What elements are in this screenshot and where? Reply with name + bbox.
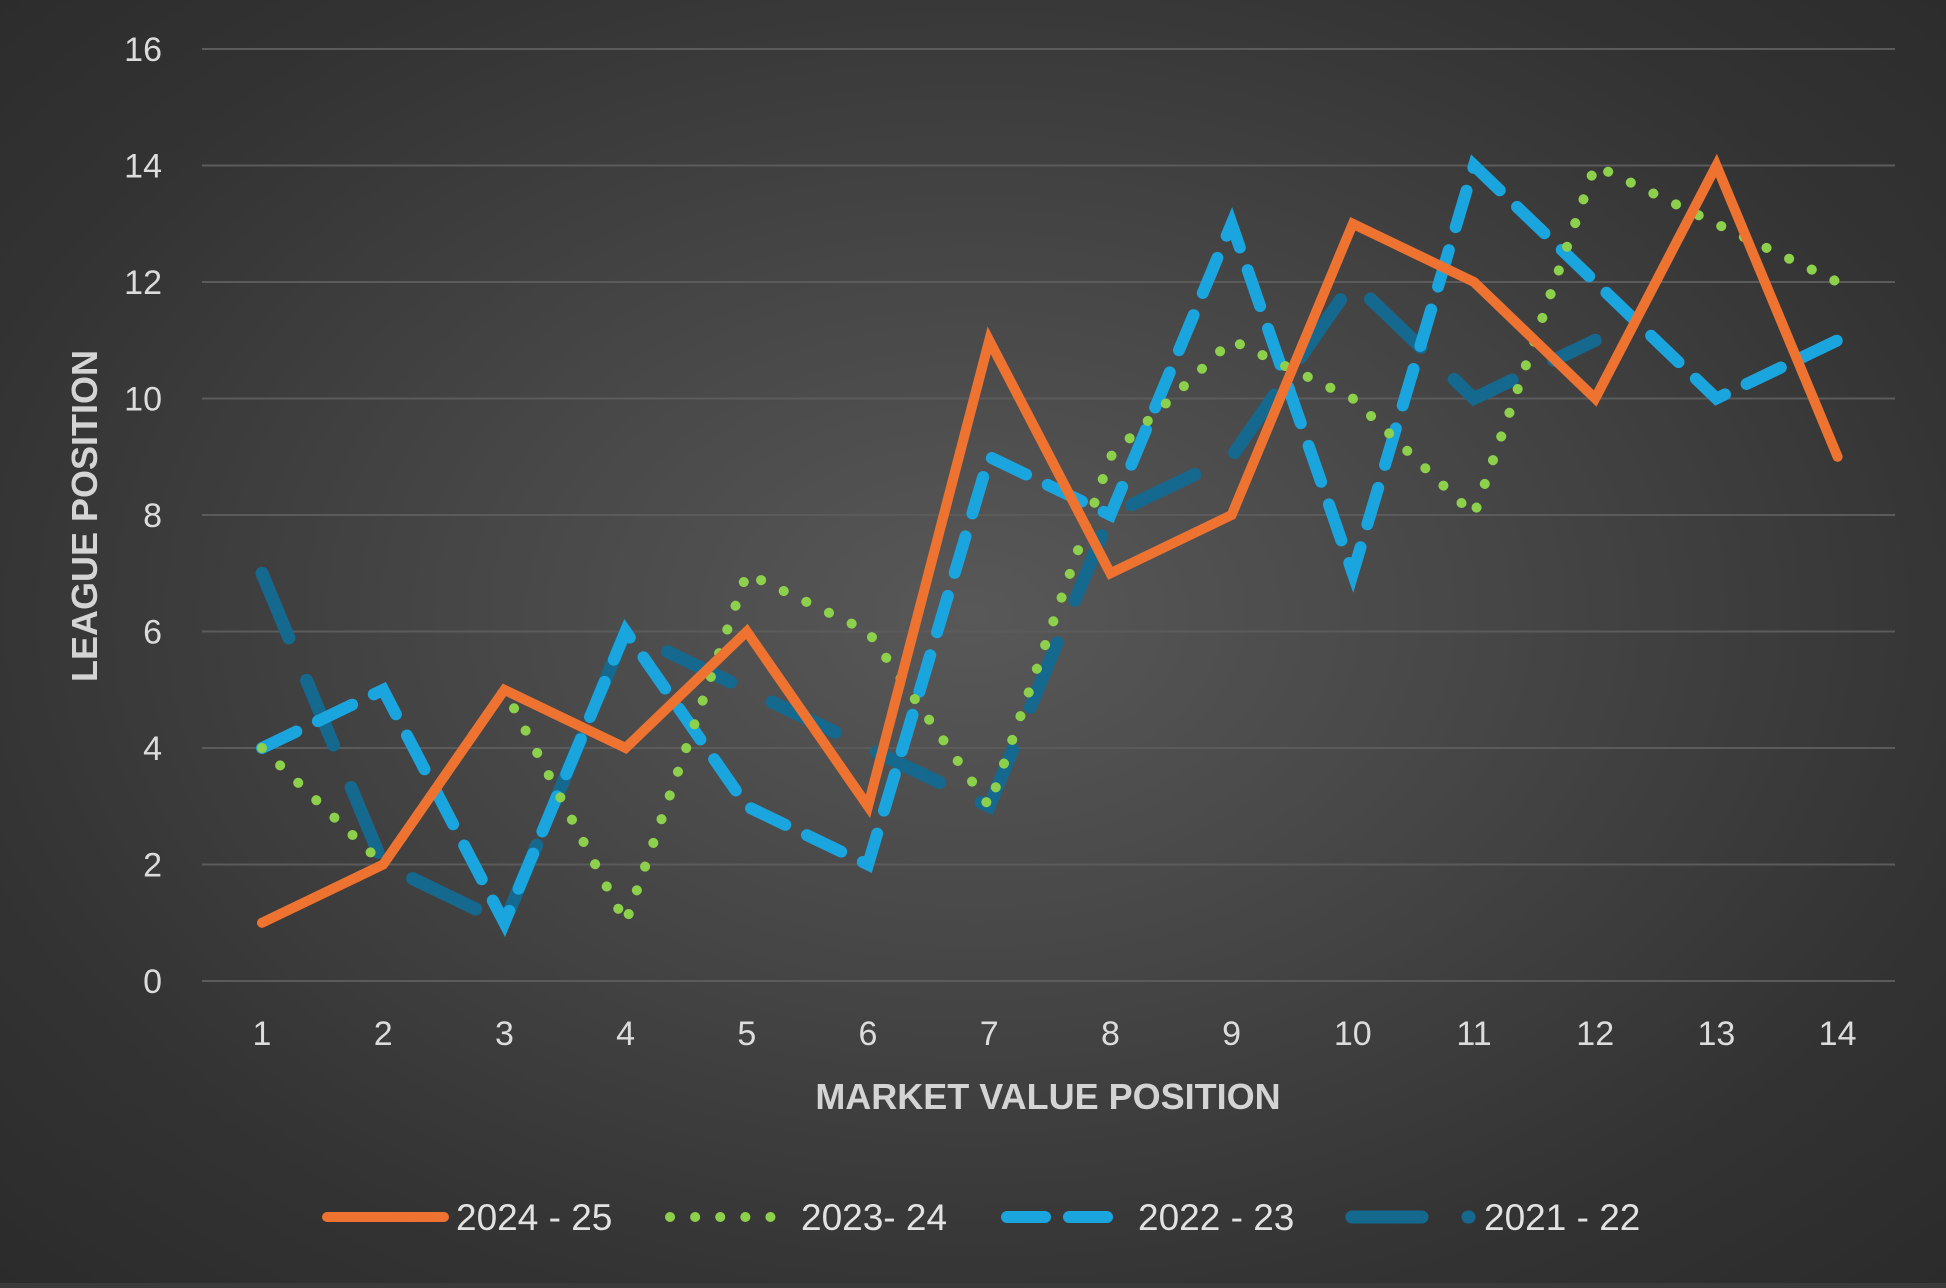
y-axis-title: LEAGUE POSITION [64, 350, 105, 682]
legend: 2024 - 25 2023- 24 2022 - 23 2021 - 22 [327, 1197, 1640, 1238]
x-tick-label: 3 [495, 1015, 514, 1053]
x-axis-title: MARKET VALUE POSITION [815, 1076, 1280, 1117]
series-line-2 [262, 166, 1838, 923]
series-lines [262, 165, 1838, 922]
x-tick-label: 13 [1697, 1015, 1735, 1053]
y-tick-label: 8 [143, 497, 162, 535]
legend-label-0: 2024 - 25 [456, 1197, 612, 1238]
legend-label-3: 2021 - 22 [1484, 1197, 1640, 1238]
x-tick-label: 8 [1101, 1015, 1120, 1053]
y-tick-label: 0 [143, 963, 162, 1001]
y-tick-label: 6 [143, 614, 162, 652]
x-tick-label: 14 [1819, 1015, 1857, 1053]
x-tick-label: 10 [1334, 1015, 1372, 1053]
y-axis-ticks: 0 2 4 6 8 10 12 14 16 [124, 31, 162, 1001]
gridlines [202, 49, 1895, 981]
x-tick-label: 5 [737, 1015, 756, 1053]
y-tick-label: 14 [124, 148, 162, 186]
x-tick-label: 12 [1576, 1015, 1614, 1053]
legend-label-2: 2022 - 23 [1138, 1197, 1294, 1238]
x-tick-label: 11 [1456, 1015, 1491, 1053]
x-tick-label: 2 [374, 1015, 393, 1053]
series-line-1 [262, 166, 1838, 923]
y-tick-label: 10 [124, 381, 162, 419]
y-tick-label: 4 [143, 730, 162, 768]
series-line-0 [262, 166, 1838, 923]
x-tick-label: 6 [859, 1015, 878, 1053]
x-tick-label: 1 [253, 1015, 272, 1053]
legend-label-1: 2023- 24 [801, 1197, 947, 1238]
y-tick-label: 2 [143, 847, 162, 885]
y-tick-label: 12 [124, 264, 162, 302]
series-line-3 [262, 282, 1595, 923]
y-tick-label: 16 [124, 31, 162, 69]
x-tick-label: 4 [616, 1015, 635, 1053]
x-tick-label: 9 [1222, 1015, 1241, 1053]
x-tick-label: 7 [980, 1015, 999, 1053]
